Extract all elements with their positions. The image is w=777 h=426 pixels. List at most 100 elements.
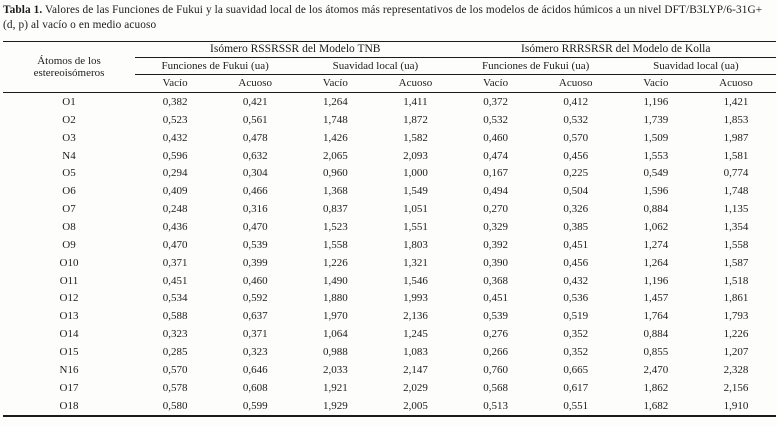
value-cell: 0,588 — [162, 310, 188, 323]
value-cell: 0,561 — [242, 113, 268, 126]
value-cell: 1,421 — [723, 95, 749, 108]
table-row: O18 0,580 0,599 1,929 2,005 0,513 0,551 1,682 1,… — [3, 397, 776, 416]
value-cell: 0,460 — [483, 131, 508, 144]
table-row: O13 0,588 0,637 1,970 2,136 0,539 0,519 1,764 1,… — [3, 308, 776, 326]
value-cell: 0,412 — [563, 95, 589, 108]
value-cell: 0,390 — [483, 256, 508, 269]
value-cell: 0,608 — [242, 381, 268, 394]
atom-label: O14 — [59, 328, 79, 341]
value-cell: 0,960 — [322, 167, 348, 180]
atom-label: O2 — [62, 113, 76, 126]
value-cell: 1,135 — [723, 203, 749, 216]
value-cell: 0,646 — [242, 363, 268, 376]
value-cell: 1,587 — [723, 256, 749, 269]
column-header-row: Vacío Acuoso Vacío Acuoso Vacío Acuoso Vacío Ac… — [3, 74, 776, 94]
subgroup-header: Suavidad local (ua) — [295, 57, 456, 76]
atom-label: O3 — [62, 131, 76, 144]
value-cell: 0,399 — [242, 256, 268, 269]
value-cell: 0,409 — [162, 185, 188, 198]
value-cell: 1,354 — [723, 220, 749, 233]
value-cell: 0,326 — [563, 203, 589, 216]
value-cell: 0,460 — [242, 274, 268, 287]
value-cell: 0,578 — [162, 381, 188, 394]
value-cell: 2,156 — [723, 381, 749, 394]
value-cell: 1,196 — [643, 274, 669, 287]
value-cell: 1,929 — [322, 399, 348, 412]
value-cell: 0,519 — [563, 310, 589, 323]
value-cell: 0,760 — [483, 363, 508, 376]
value-cell: 1,682 — [643, 399, 669, 412]
value-cell: 2,136 — [403, 310, 428, 323]
value-cell: 1,207 — [723, 345, 749, 358]
table-caption-text: Valores de las Funciones de Fukui y la s… — [3, 4, 763, 31]
value-cell: 1,518 — [723, 274, 749, 287]
value-cell: 2,328 — [723, 363, 749, 376]
value-cell: 0,323 — [162, 328, 188, 341]
value-cell: 1,581 — [723, 149, 749, 162]
value-cell: 0,632 — [242, 149, 268, 162]
column-header: Vacío — [615, 74, 696, 94]
value-cell: 0,371 — [242, 328, 268, 341]
subgroup-header: Suavidad local (ua) — [615, 57, 776, 76]
value-cell: 1,426 — [322, 131, 348, 144]
value-cell: 0,470 — [242, 220, 268, 233]
column-header: Acuoso — [215, 74, 296, 94]
value-cell: 0,392 — [483, 238, 508, 251]
atom-label: O17 — [59, 381, 79, 394]
value-cell: 0,637 — [242, 310, 268, 323]
value-cell: 0,617 — [563, 381, 589, 394]
value-cell: 1,226 — [723, 328, 749, 341]
table-row: N16 0,570 0,646 2,033 2,147 0,760 0,665 2,470 2,… — [3, 361, 776, 379]
subgroup-header: Funciones de Fukui (ua) — [135, 57, 296, 76]
value-cell: 0,352 — [563, 328, 589, 341]
value-cell: 0,270 — [483, 203, 508, 216]
value-cell: 0,599 — [242, 399, 268, 412]
value-cell: 1,321 — [403, 256, 428, 269]
atom-label: N4 — [62, 149, 76, 162]
value-cell: 0,855 — [643, 345, 669, 358]
value-cell: 0,456 — [563, 149, 589, 162]
value-cell: 1,245 — [403, 328, 428, 341]
value-cell: 0,371 — [162, 256, 188, 269]
group-header-row: Átomos de los estereoisómeros Isómero RS… — [3, 41, 776, 94]
stub-header: Átomos de los estereoisómeros — [3, 41, 135, 94]
value-cell: 0,323 — [242, 345, 268, 358]
atom-label: O15 — [59, 345, 79, 358]
fukui-softness-table: Átomos de los estereoisómeros Isómero RS… — [3, 41, 776, 418]
value-cell: 1,861 — [723, 292, 749, 305]
value-cell: 1,793 — [723, 310, 749, 323]
table-caption: Tabla 1. Valores de las Funciones de Fuk… — [3, 3, 775, 32]
value-cell: 1,803 — [403, 238, 428, 251]
value-cell: 1,862 — [643, 381, 669, 394]
value-cell: 1,748 — [723, 185, 749, 198]
value-cell: 1,872 — [403, 113, 428, 126]
value-cell: 1,993 — [403, 292, 428, 305]
value-cell: 2,147 — [403, 363, 428, 376]
value-cell: 1,083 — [403, 345, 428, 358]
value-cell: 1,910 — [723, 399, 749, 412]
table-row: O14 0,323 0,371 1,064 1,245 0,276 0,352 0,884 1,… — [3, 325, 776, 343]
value-cell: 0,570 — [162, 363, 188, 376]
value-cell: 0,266 — [483, 345, 508, 358]
value-cell: 1,546 — [403, 274, 428, 287]
value-cell: 0,580 — [162, 399, 188, 412]
atom-label: O13 — [59, 310, 79, 323]
atom-label: O10 — [59, 256, 79, 269]
value-cell: 2,029 — [403, 381, 428, 394]
table-row: O11 0,451 0,460 1,490 1,546 0,368 0,432 1,196 1,… — [3, 272, 776, 290]
table-row: O1 0,382 0,421 1,264 1,411 0,372 0,412 1,196 1,4… — [3, 93, 776, 112]
atom-label: O6 — [62, 185, 76, 198]
value-cell: 0,478 — [242, 131, 268, 144]
value-cell: 0,665 — [563, 363, 589, 376]
column-header: Vacío — [455, 74, 536, 94]
value-cell: 0,329 — [483, 220, 508, 233]
table-caption-label: Tabla 1. — [3, 4, 43, 16]
value-cell: 1,551 — [403, 220, 428, 233]
value-cell: 2,033 — [322, 363, 348, 376]
table-row: O5 0,294 0,304 0,960 1,000 0,167 0,225 0,549 0,7… — [3, 165, 776, 183]
value-cell: 1,411 — [403, 95, 428, 108]
value-cell: 0,167 — [483, 167, 508, 180]
value-cell: 0,432 — [563, 274, 589, 287]
value-cell: 0,451 — [162, 274, 188, 287]
value-cell: 0,421 — [242, 95, 268, 108]
